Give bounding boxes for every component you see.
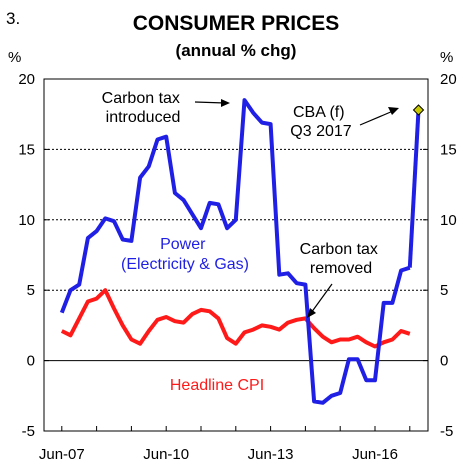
x-tick-label: Jun-07 bbox=[39, 446, 85, 463]
carbon-tax-introduced-label: Carbon tax introduced bbox=[102, 90, 185, 126]
carbon-tax-introduced-arrowhead bbox=[221, 99, 230, 107]
chart-title: CONSUMER PRICES bbox=[133, 12, 340, 35]
power-series-label-line1: Power bbox=[160, 236, 206, 253]
carbon-tax-removed-line1: Carbon tax bbox=[300, 241, 378, 258]
y-tick-label-right: 5 bbox=[440, 282, 448, 299]
figure-number: 3. bbox=[6, 9, 20, 28]
y-tick-label-right: 10 bbox=[440, 212, 457, 229]
carbon-tax-introduced-arrow bbox=[194, 101, 226, 104]
y-tick-label-left: 5 bbox=[27, 282, 35, 299]
carbon-tax-removed-arrowhead bbox=[307, 308, 316, 318]
tick-marks bbox=[44, 78, 428, 432]
y-axis-left-labels: -5 0 5 10 15 20 bbox=[18, 71, 35, 440]
headline-cpi-label: Headline CPI bbox=[170, 377, 264, 394]
series-lines bbox=[59, 98, 425, 405]
carbon-tax-removed-arrow bbox=[310, 283, 333, 314]
power-series-label-line2: (Electricity & Gas) bbox=[121, 256, 249, 273]
y-tick-label-right: 20 bbox=[440, 71, 457, 88]
left-unit-label: % bbox=[8, 49, 21, 66]
x-tick-label: Jun-10 bbox=[143, 446, 189, 463]
y-tick-label-left: 0 bbox=[27, 353, 35, 370]
headline-cpi-label-line1: Headline CPI bbox=[170, 377, 264, 394]
y-tick-label-right: 0 bbox=[440, 353, 448, 370]
right-unit-label: % bbox=[440, 49, 453, 66]
y-tick-label-left: 10 bbox=[18, 212, 35, 229]
power-line bbox=[59, 98, 411, 405]
cba-forecast-line1: CBA (f) bbox=[293, 104, 345, 121]
cba-forecast-line2: Q3 2017 bbox=[290, 123, 351, 140]
y-tick-label-left: 20 bbox=[18, 71, 35, 88]
x-tick-label: Jun-13 bbox=[248, 446, 294, 463]
y-tick-label-right: 15 bbox=[440, 141, 457, 158]
x-tick-label: Jun-16 bbox=[352, 446, 398, 463]
carbon-tax-introduced-line2: introduced bbox=[106, 109, 181, 126]
cba-forecast-arrowhead bbox=[388, 107, 399, 115]
forecast-point-marker bbox=[412, 104, 425, 116]
chart-subtitle: (annual % chg) bbox=[176, 41, 297, 60]
headline-cpi-line bbox=[60, 288, 411, 349]
annotation-arrows bbox=[194, 99, 399, 318]
x-axis-labels: Jun-07 Jun-10 Jun-13 Jun-16 bbox=[39, 446, 398, 463]
y-tick-label-left: -5 bbox=[22, 423, 35, 440]
y-tick-label-left: 15 bbox=[18, 141, 35, 158]
carbon-tax-removed-label: Carbon tax removed bbox=[300, 241, 383, 277]
cba-forecast-label: CBA (f) Q3 2017 bbox=[290, 104, 351, 140]
y-axis-right-labels: -5 0 5 10 15 20 bbox=[440, 71, 457, 440]
power-series-label: Power (Electricity & Gas) bbox=[121, 236, 249, 273]
carbon-tax-introduced-line1: Carbon tax bbox=[102, 90, 180, 107]
cba-forecast-arrow bbox=[359, 110, 394, 126]
forecast-connector-line bbox=[407, 109, 421, 268]
carbon-tax-removed-line2: removed bbox=[310, 260, 372, 277]
y-tick-label-right: -5 bbox=[440, 423, 453, 440]
